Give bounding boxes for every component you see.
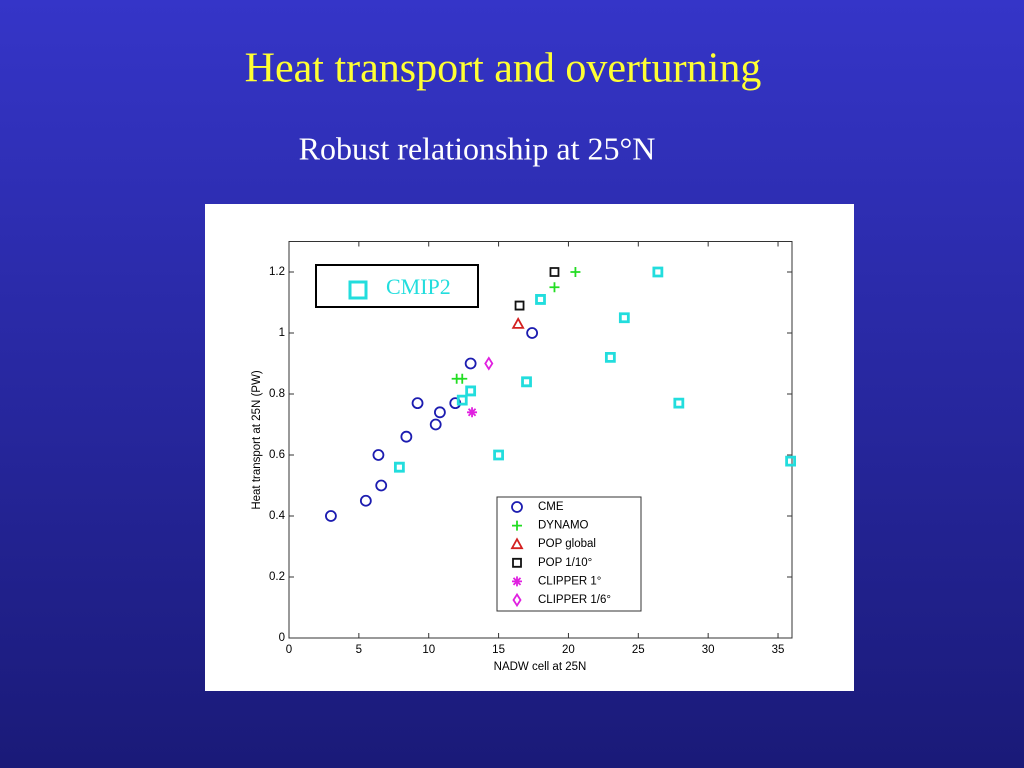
legend-label: CMIP2 bbox=[386, 274, 451, 299]
marker bbox=[511, 316, 525, 329]
y-tick-label: 1 bbox=[279, 327, 285, 339]
slide-title: Heat transport and overturning bbox=[245, 46, 762, 92]
y-tick-label: 0.6 bbox=[269, 449, 285, 461]
marker bbox=[375, 479, 388, 492]
legend-marker bbox=[512, 576, 522, 587]
marker bbox=[464, 357, 477, 370]
legend-marker bbox=[348, 280, 368, 300]
chart-panel bbox=[205, 204, 854, 691]
legend-marker bbox=[512, 592, 522, 608]
y-tick-label: 0.2 bbox=[269, 571, 285, 583]
legend-label: CLIPPER 1/6° bbox=[538, 594, 611, 606]
x-tick-label: 10 bbox=[422, 644, 435, 656]
legend-label: POP global bbox=[538, 538, 596, 550]
marker bbox=[521, 376, 532, 388]
marker bbox=[411, 397, 424, 410]
marker bbox=[549, 267, 560, 277]
legend-label: CLIPPER 1° bbox=[538, 575, 601, 587]
marker bbox=[618, 312, 630, 324]
legend-label: POP 1/10° bbox=[538, 557, 592, 569]
marker bbox=[652, 266, 664, 278]
marker bbox=[514, 300, 525, 311]
legend-label: CME bbox=[538, 501, 564, 513]
marker bbox=[400, 430, 413, 443]
marker bbox=[429, 418, 442, 431]
x-tick-label: 5 bbox=[356, 644, 362, 656]
marker bbox=[467, 407, 478, 418]
marker bbox=[325, 510, 337, 522]
marker bbox=[549, 282, 560, 293]
x-tick-label: 35 bbox=[772, 644, 785, 656]
marker bbox=[785, 455, 797, 467]
marker bbox=[493, 449, 504, 461]
x-axis-label: NADW cell at 25N bbox=[494, 661, 587, 673]
y-axis-label: Heat transport at 25N (PW) bbox=[251, 370, 263, 509]
legend-marker bbox=[512, 520, 522, 531]
y-tick-label: 0.4 bbox=[269, 510, 286, 522]
marker bbox=[359, 494, 372, 507]
legend-box bbox=[315, 264, 479, 308]
legend-marker bbox=[512, 557, 522, 568]
marker bbox=[457, 373, 468, 384]
legend-marker bbox=[511, 501, 523, 513]
marker bbox=[570, 267, 581, 277]
marker bbox=[465, 385, 477, 397]
x-tick-label: 30 bbox=[702, 644, 715, 656]
y-tick-label: 0.8 bbox=[269, 388, 285, 400]
marker bbox=[372, 449, 385, 461]
marker bbox=[484, 356, 494, 371]
legend-box bbox=[496, 496, 642, 612]
legend-label: DYNAMO bbox=[538, 520, 589, 532]
x-tick-label: 20 bbox=[562, 644, 575, 656]
marker bbox=[526, 327, 539, 339]
slide-subtitle: Robust relationship at 25°N bbox=[299, 130, 656, 166]
y-tick-label: 1.2 bbox=[269, 266, 285, 278]
marker bbox=[604, 352, 616, 363]
marker bbox=[433, 406, 446, 419]
x-tick-label: 0 bbox=[286, 644, 292, 656]
plot-frame bbox=[288, 241, 793, 639]
x-tick-label: 25 bbox=[632, 644, 645, 656]
y-tick-label: 0 bbox=[279, 632, 285, 644]
marker bbox=[393, 461, 405, 473]
x-tick-label: 15 bbox=[492, 644, 505, 656]
marker bbox=[535, 294, 546, 305]
marker bbox=[673, 397, 685, 409]
legend-marker bbox=[510, 537, 524, 550]
marker bbox=[456, 394, 468, 406]
